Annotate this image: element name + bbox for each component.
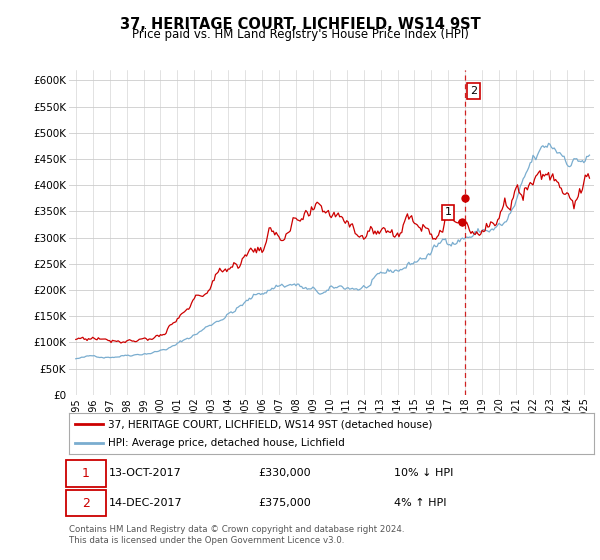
Text: £375,000: £375,000	[258, 498, 311, 508]
FancyBboxPatch shape	[67, 490, 106, 516]
Text: 14-DEC-2017: 14-DEC-2017	[109, 498, 182, 508]
Text: 4% ↑ HPI: 4% ↑ HPI	[395, 498, 447, 508]
Text: 2: 2	[82, 497, 90, 510]
Text: 1: 1	[82, 467, 90, 480]
Text: HPI: Average price, detached house, Lichfield: HPI: Average price, detached house, Lich…	[109, 438, 345, 447]
Text: 37, HERITAGE COURT, LICHFIELD, WS14 9ST: 37, HERITAGE COURT, LICHFIELD, WS14 9ST	[119, 17, 481, 32]
Text: Contains HM Land Registry data © Crown copyright and database right 2024.
This d: Contains HM Land Registry data © Crown c…	[69, 525, 404, 545]
Text: 2: 2	[470, 86, 477, 96]
Text: Price paid vs. HM Land Registry's House Price Index (HPI): Price paid vs. HM Land Registry's House …	[131, 28, 469, 41]
FancyBboxPatch shape	[67, 460, 106, 487]
Text: 10% ↓ HPI: 10% ↓ HPI	[395, 469, 454, 478]
Text: 1: 1	[445, 208, 452, 217]
Text: £330,000: £330,000	[258, 469, 311, 478]
Text: 37, HERITAGE COURT, LICHFIELD, WS14 9ST (detached house): 37, HERITAGE COURT, LICHFIELD, WS14 9ST …	[109, 419, 433, 429]
Text: 13-OCT-2017: 13-OCT-2017	[109, 469, 181, 478]
